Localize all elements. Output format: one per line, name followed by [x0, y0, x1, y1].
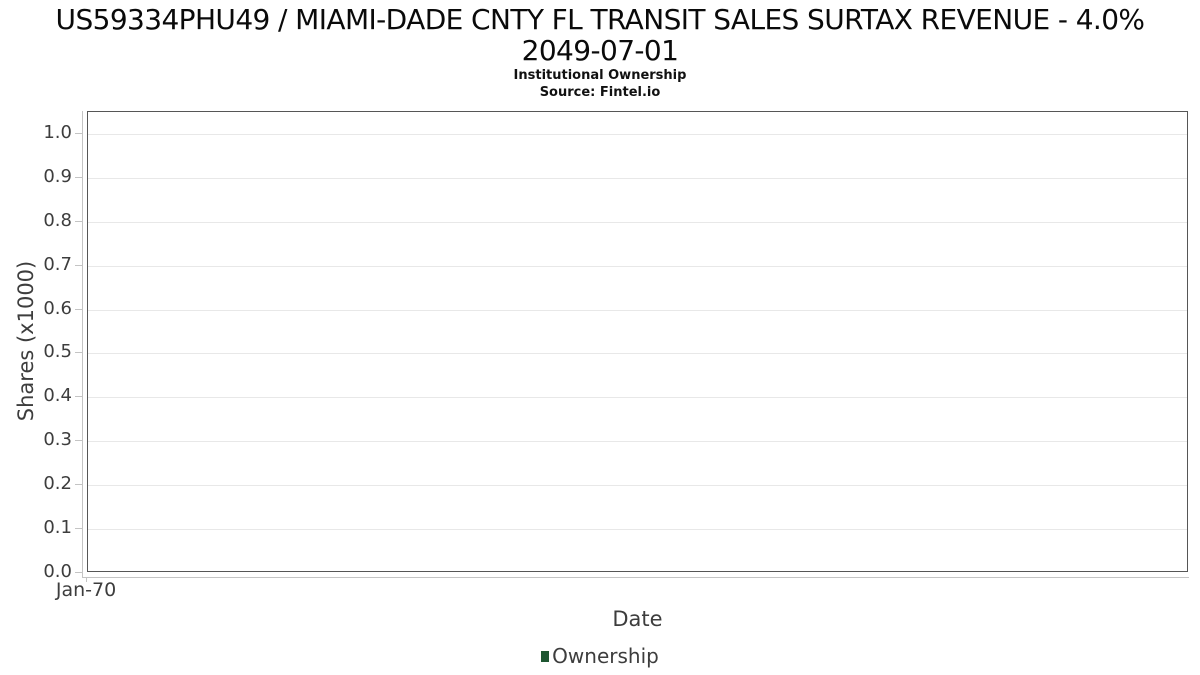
gridline: [88, 221, 1187, 223]
y-tick-mark: [75, 264, 82, 266]
gridline: [88, 353, 1187, 355]
y-tick-mark: [75, 440, 82, 442]
y-tick-label: 0.1: [43, 517, 72, 539]
y-tick-label: 0.5: [43, 341, 72, 363]
y-tick-mark: [75, 220, 82, 222]
chart-title-line-2: 2049-07-01: [521, 34, 679, 67]
y-tick-mark: [75, 132, 82, 134]
legend-label: Ownership: [552, 644, 659, 668]
y-tick-label: 1.0: [43, 121, 72, 143]
gridline: [88, 309, 1187, 311]
y-tick-mark: [75, 572, 82, 573]
x-axis-line: [82, 577, 1189, 578]
chart-subtitle: Institutional Ownership: [513, 68, 687, 83]
gridline: [88, 397, 1187, 399]
y-tick-label: 0.4: [43, 385, 72, 407]
plot-area: [87, 111, 1188, 572]
y-axis-line: [82, 111, 83, 578]
y-tick-mark: [75, 484, 82, 486]
gridline: [88, 133, 1187, 135]
y-tick-label: 0.7: [43, 253, 72, 275]
legend-swatch-icon: [541, 650, 550, 662]
gridline: [88, 177, 1187, 179]
y-tick-label: 0.0: [43, 561, 72, 582]
x-tick-label: Jan-70: [55, 579, 117, 601]
gridline: [88, 441, 1187, 443]
gridline: [88, 265, 1187, 267]
y-tick-label: 0.2: [43, 473, 72, 495]
gridline: [88, 485, 1187, 487]
y-tick-mark: [75, 352, 82, 354]
chart-title-line-1: US59334PHU49 / MIAMI-DADE CNTY FL TRANSI…: [55, 3, 1146, 36]
x-tick-mark: [86, 577, 87, 582]
chart-source: Source: Fintel.io: [539, 85, 661, 100]
y-tick-label: 0.3: [43, 429, 72, 451]
legend: Ownership: [0, 644, 1200, 668]
y-tick-mark: [75, 308, 82, 310]
y-tick-label: 0.6: [43, 297, 72, 319]
y-tick-label: 0.8: [43, 209, 72, 231]
y-axis-title: Shares (x1000): [14, 260, 38, 422]
y-tick-mark: [75, 528, 82, 530]
y-tick-label: 0.9: [43, 165, 72, 187]
y-tick-mark: [75, 396, 82, 398]
y-tick-mark: [75, 176, 82, 178]
gridline: [88, 529, 1187, 531]
x-axis-title: Date: [612, 607, 663, 631]
legend-item-ownership[interactable]: Ownership: [541, 644, 659, 668]
